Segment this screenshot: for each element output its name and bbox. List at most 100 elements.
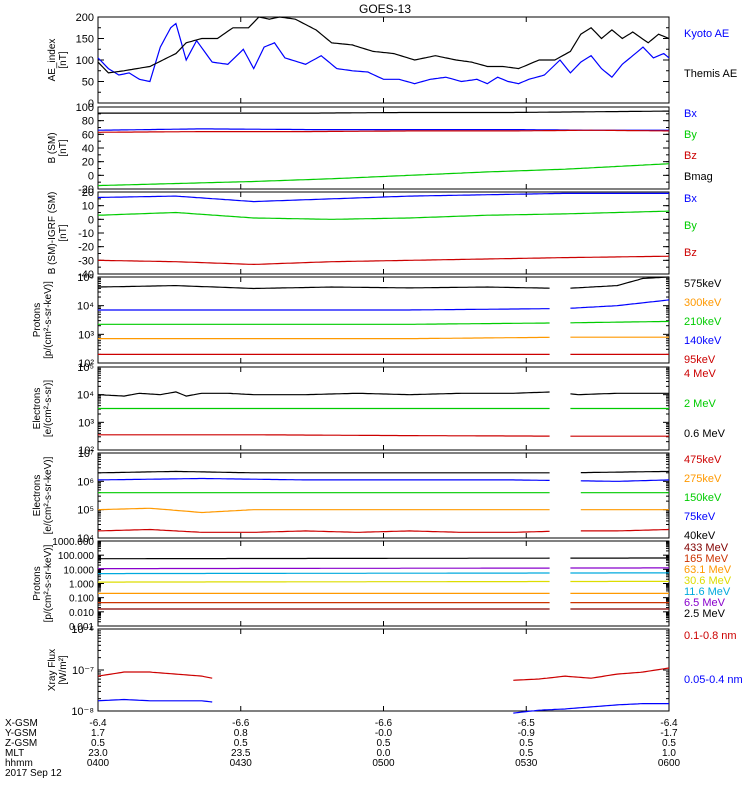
y-axis-label: Electrons bbox=[32, 475, 43, 517]
series-line-0-05-0-4-nm bbox=[98, 700, 212, 703]
y-axis-label: B (SM) bbox=[47, 132, 58, 163]
y-tick-label: 10⁴ bbox=[77, 390, 94, 402]
series-line-30-6-mev bbox=[98, 582, 550, 583]
series-line-475kev bbox=[98, 530, 550, 533]
y-tick-label: -10 bbox=[78, 228, 94, 240]
y-axis-label: [nT] bbox=[58, 51, 69, 68]
y-axis-label: B (SM)-IGRF (SM) bbox=[47, 192, 58, 275]
legend-label: Bz bbox=[684, 247, 697, 259]
series-line-themis-ae bbox=[98, 17, 669, 73]
legend-label: 2 MeV bbox=[684, 398, 716, 410]
chart-title: GOES-13 bbox=[359, 2, 411, 16]
legend-label: 4 MeV bbox=[684, 368, 716, 380]
legend-label: 140keV bbox=[684, 335, 722, 347]
y-tick-label: 50 bbox=[82, 77, 94, 89]
y-tick-label: 10⁵ bbox=[77, 362, 94, 374]
y-tick-label: 10⁴ bbox=[77, 301, 94, 313]
y-axis-label: Electrons bbox=[32, 388, 43, 430]
legend-label: Bx bbox=[684, 108, 697, 120]
y-axis-label: [nT] bbox=[58, 224, 69, 241]
series-line-475kev bbox=[581, 530, 669, 531]
legend-label: 95keV bbox=[684, 354, 716, 366]
ephemeris-value: 0400 bbox=[87, 758, 110, 769]
series-line-300kev bbox=[98, 337, 550, 338]
y-tick-label: 20 bbox=[82, 187, 94, 199]
series-line-bz bbox=[98, 256, 669, 264]
y-tick-label: 80 bbox=[82, 116, 94, 128]
panel-frame bbox=[98, 277, 669, 363]
legend-label: 0.1-0.8 nm bbox=[684, 630, 737, 642]
series-line-575kev bbox=[570, 277, 669, 288]
legend-label: 275keV bbox=[684, 473, 722, 485]
y-axis-label: [e/(cm²-s-sr-keV)] bbox=[43, 456, 54, 534]
y-tick-label: 10⁻⁷ bbox=[72, 665, 94, 677]
legend-label: By bbox=[684, 129, 697, 141]
legend-label: 0.6 MeV bbox=[684, 428, 726, 440]
legend-label: By bbox=[684, 220, 697, 232]
series-line-210kev bbox=[98, 323, 550, 324]
ephemeris-value: 0600 bbox=[658, 758, 681, 769]
y-tick-label: 10⁻⁸ bbox=[71, 706, 94, 718]
series-line-0-1-0-8-nm bbox=[513, 668, 669, 680]
panel-electrons_kev: 10⁴10⁵10⁶10⁷Electrons[e/(cm²-s-sr-keV)]4… bbox=[32, 448, 722, 545]
y-tick-label: 0.100 bbox=[69, 594, 94, 605]
y-tick-label: -20 bbox=[78, 242, 94, 254]
legend-label: Themis AE bbox=[684, 68, 737, 80]
legend-label: Bx bbox=[684, 193, 697, 205]
series-line-by bbox=[98, 164, 669, 186]
series-line-0-6-mev bbox=[570, 393, 669, 394]
series-line-0-05-0-4-nm bbox=[513, 704, 669, 714]
legend-label: 210keV bbox=[684, 316, 722, 328]
series-line-6-5-mev bbox=[98, 568, 550, 569]
y-tick-label: 100.000 bbox=[58, 551, 95, 562]
y-tick-label: 10³ bbox=[78, 417, 94, 429]
y-tick-label: 10⁷ bbox=[78, 448, 94, 460]
legend-label: 75keV bbox=[684, 511, 716, 523]
series-line-140kev bbox=[570, 300, 669, 308]
series-line-40kev bbox=[581, 471, 669, 472]
ephemeris-value: 0430 bbox=[230, 758, 253, 769]
legend-label: 150keV bbox=[684, 492, 722, 504]
series-line-2-5-mev bbox=[98, 558, 550, 559]
panel-protons_kev: 10²10³10⁴10⁵Protons[p/(cm²-s-sr-keV)]575… bbox=[32, 272, 722, 370]
y-tick-label: 0.010 bbox=[69, 608, 94, 619]
date-label: 2017 Sep 12 bbox=[5, 768, 62, 779]
series-line-11-6-mev bbox=[98, 573, 550, 574]
y-axis-label: [p/(cm²-s-sr-keV)] bbox=[43, 544, 54, 622]
y-tick-label: 0 bbox=[88, 170, 94, 182]
y-axis-label: Protons bbox=[32, 566, 43, 600]
y-tick-label: 20 bbox=[82, 157, 94, 169]
y-tick-label: 100 bbox=[76, 55, 94, 67]
y-axis-label: AE_index bbox=[47, 39, 58, 82]
legend-label: 2.5 MeV bbox=[684, 608, 726, 620]
legend-label: 0.05-0.4 nm bbox=[684, 674, 743, 686]
series-line-4-mev bbox=[98, 435, 550, 436]
series-line-by bbox=[98, 211, 669, 219]
series-line-40kev bbox=[98, 471, 550, 472]
y-axis-label: [nT] bbox=[58, 139, 69, 156]
legend-label: 575keV bbox=[684, 278, 722, 290]
series-line-75kev bbox=[581, 480, 669, 481]
panel-frame bbox=[98, 453, 669, 538]
y-tick-label: 60 bbox=[82, 129, 94, 141]
series-line-0-1-0-8-nm bbox=[98, 672, 212, 678]
ephemeris-value: 0530 bbox=[515, 758, 538, 769]
y-tick-label: 1.000 bbox=[69, 580, 94, 591]
series-line-575kev bbox=[98, 286, 550, 289]
series-line-bz bbox=[98, 130, 669, 132]
y-tick-label: 10.000 bbox=[63, 565, 94, 576]
panel-frame bbox=[98, 541, 669, 626]
y-tick-label: 0 bbox=[88, 214, 94, 226]
y-tick-label: 10 bbox=[82, 201, 94, 213]
y-tick-label: 100 bbox=[76, 102, 94, 114]
y-tick-label: 10⁵ bbox=[77, 272, 94, 284]
legend-label: Bmag bbox=[684, 171, 713, 183]
y-tick-label: 10⁵ bbox=[77, 505, 94, 517]
y-axis-label: Protons bbox=[32, 303, 43, 337]
